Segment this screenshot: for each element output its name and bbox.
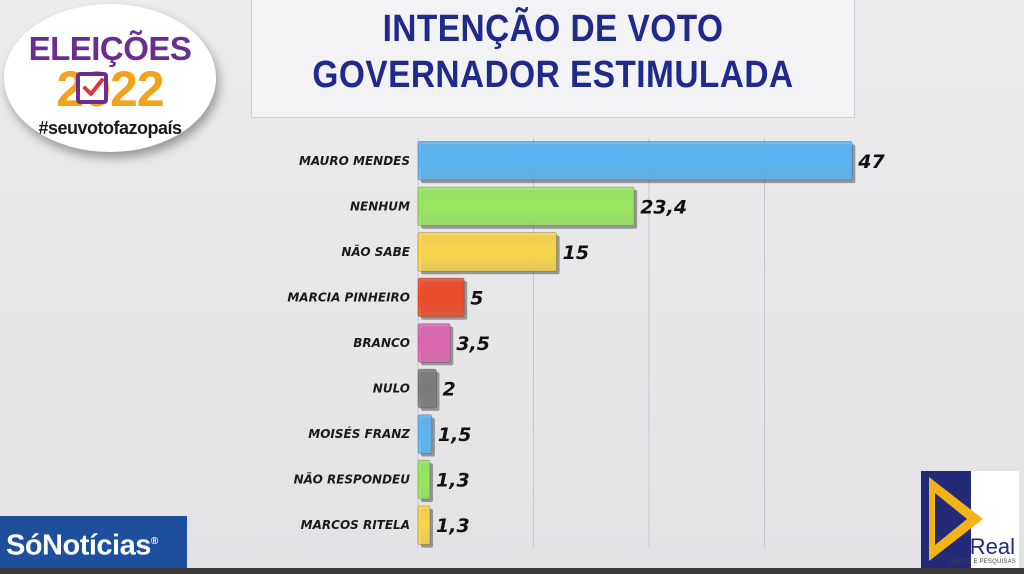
value-label: 1,3 (436, 515, 470, 537)
real-logo-name: Real (969, 534, 1015, 559)
real-logo-icon (921, 471, 983, 569)
sonoticias-logo: SóNotícias® (0, 516, 187, 568)
value-label: 5 (470, 287, 483, 309)
bar-5 (417, 368, 437, 409)
bar-2 (417, 232, 558, 272)
badge-year: 2022 (56, 61, 164, 117)
value-label: 1,3 (436, 470, 470, 492)
sonoticias-logo-text: SóNotícias (6, 529, 151, 562)
value-label: 3,5 (456, 333, 490, 355)
page-title-line-2: GOVERNADOR ESTIMULADA (312, 54, 794, 96)
real-logo: Real DADOS E PESQUISAS (921, 471, 1019, 569)
bar-3 (417, 277, 465, 318)
category-label: BRANCO (353, 336, 410, 350)
page-title-line-1: INTENÇÃO DE VOTO (382, 8, 724, 50)
bar-1 (417, 186, 635, 227)
checkbox-icon (76, 72, 108, 104)
category-label: NENHUM (350, 199, 410, 213)
elections-badge-logo: ELEIÇÕES 2022 #seuvotofazopaís (4, 4, 216, 152)
category-label: NÃO SABE (341, 244, 410, 259)
real-logo-subtitle: DADOS E PESQUISAS (949, 559, 1016, 565)
category-label: MOISÉS FRANZ (308, 426, 410, 441)
value-label: 23,4 (640, 196, 687, 218)
badge-tagline: #seuvotofazopaís (38, 118, 182, 138)
value-label: 1,5 (438, 424, 472, 446)
bar-8 (417, 505, 431, 545)
category-label: NÃO RESPONDEU (294, 472, 411, 487)
bar-0 (417, 141, 853, 181)
bottom-strip (0, 568, 1024, 574)
badge-word: ELEIÇÕES (28, 30, 192, 67)
category-label: NULO (373, 382, 410, 396)
bar-6 (417, 414, 433, 454)
value-label: 15 (563, 242, 589, 264)
category-label: MARCIA PINHEIRO (287, 290, 410, 304)
bar-4 (417, 323, 451, 363)
title-box: INTENÇÃO DE VOTO GOVERNADOR ESTIMULADA (251, 0, 855, 118)
value-label: 2 (442, 379, 455, 401)
category-label: MARCOS RITELA (301, 518, 410, 532)
category-label: MAURO MENDES (299, 154, 410, 168)
value-label: 47 (857, 151, 885, 173)
registered-mark: ® (150, 536, 158, 547)
bar-7 (417, 459, 431, 500)
